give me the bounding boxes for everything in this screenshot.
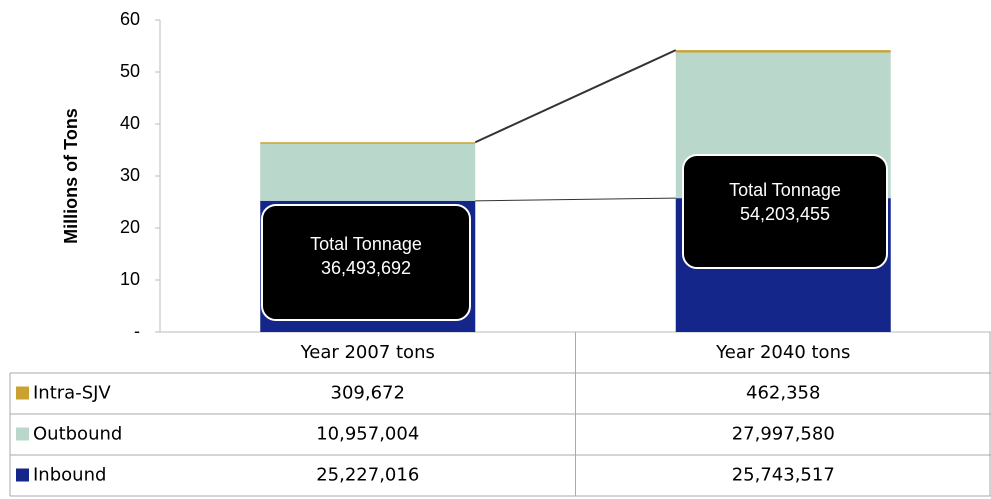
y-tick-label: 20 (120, 217, 140, 237)
y-axis-label: Millions of Tons (61, 108, 81, 244)
table-value: 309,672 (331, 383, 405, 404)
legend-swatch (16, 386, 29, 400)
legend-swatch (16, 468, 29, 482)
callout-title: Total Tonnage (310, 234, 422, 254)
callout-value: 54,203,455 (740, 204, 830, 224)
legend-swatch (16, 427, 29, 441)
table-value: 462,358 (746, 383, 820, 404)
x-tick-label: Year 2040 tons (715, 342, 850, 363)
series-line (475, 197, 676, 202)
table-value: 27,997,580 (732, 424, 835, 445)
y-tick-label: 60 (120, 9, 140, 29)
x-tick-label: Year 2007 tons (300, 342, 435, 363)
callout-value: 36,493,692 (321, 258, 411, 278)
y-tick-label: 30 (120, 165, 140, 185)
bar-segment (260, 142, 476, 144)
table-value: 10,957,004 (316, 424, 419, 445)
callout-title: Total Tonnage (729, 180, 841, 200)
legend-label: Inbound (33, 465, 106, 486)
callout-box (261, 204, 471, 321)
y-tick-label: 40 (120, 113, 140, 133)
y-tick-label: - (134, 321, 140, 341)
bar-segment (675, 50, 891, 53)
table-value: 25,743,517 (732, 465, 835, 486)
bar-segment (260, 143, 476, 201)
table-value: 25,227,016 (316, 465, 419, 486)
legend-label: Outbound (33, 424, 122, 445)
legend-label: Intra-SJV (33, 383, 111, 404)
y-tick-label: 50 (120, 61, 140, 81)
callout-box (682, 154, 888, 269)
series-line (474, 49, 677, 144)
y-tick-label: 10 (120, 269, 140, 289)
